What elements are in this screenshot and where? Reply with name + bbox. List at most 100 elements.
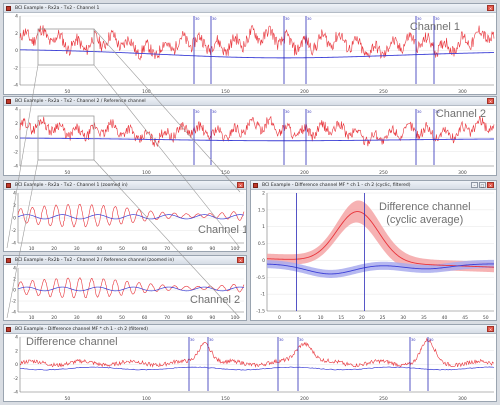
x-tick-label: 200 [300,89,309,94]
y-tick-label: 2 [15,121,18,127]
difference-channel-chart: 4 2 0 -2 -4 50 100 150 200 250 300 30 30 30 30 30 30 [14,335,495,401]
channel-1-window: BCI Example - Rx2a - Tx2 - Channel 1 × 4… [3,3,497,95]
y-tick-label: -4 [14,390,19,396]
y-tick-label: -2 [14,65,19,71]
cyclic-overlay-line-1: Difference channel [379,201,471,213]
x-tick-label: 10 [318,315,324,320]
x-tick-label: 40 [96,246,102,251]
channel-2-zoom-titlebar[interactable]: BCI Example - Rx2b - Tx2 - Channel 2 / R… [4,256,246,265]
x-tick-label: 250 [379,89,388,94]
close-button[interactable]: × [487,98,494,104]
y-tick-label: 0 [13,288,16,294]
channel-2-zoom-chart: 420-2-410 20 30 40 50 60 70 80 90 100 [12,266,245,320]
event-marker-label: 30 [411,338,415,342]
close-button[interactable]: × [487,5,494,11]
y-tick-label: 2 [15,348,18,354]
y-tick-label: 4 [15,14,18,20]
x-tick-label: 250 [379,396,388,401]
close-button[interactable]: × [237,182,244,188]
x-tick-label: 50 [119,246,125,251]
red-signal-trace [19,337,495,368]
x-tick-label: 0 [278,315,281,320]
y-tick-label: 4 [13,266,16,272]
app-icon [6,183,11,188]
x-tick-label: 150 [221,396,230,401]
x-tick-label: 60 [142,246,148,251]
x-tick-label: 100 [231,246,240,251]
x-tick-label: 20 [51,315,57,320]
x-tick-label: 100 [142,396,151,401]
window-title: BCI Example - Rx2b - Tx2 - Channel 2 / R… [15,258,175,263]
app-icon [6,6,11,11]
cyclic-overlay-label: Difference channel (cyclic average) [379,201,471,227]
cyclic-average-plot[interactable]: 2 1.5 1 0.5 0 -0.5 -1 -1.5 0 5 10 15 20 25 30 35 40 45 50 [253,191,496,320]
channel-1-titlebar[interactable]: BCI Example - Rx2a - Tx2 - Channel 1 × [4,4,496,13]
x-tick-label: 10 [29,246,35,251]
y-tick-label: -1.5 [256,309,265,315]
y-tick-label: 2 [15,31,18,37]
app-icon [6,327,11,332]
difference-channel-titlebar[interactable]: BCI Example - Difference channel MF * ch… [4,325,496,334]
difference-channel-plot[interactable]: 4 2 0 -2 -4 50 100 150 200 250 300 30 30 30 30 30 30 [6,335,496,401]
channel-2-zoom-plot[interactable]: 4 2 0 -2 -4 10 20 30 40 50 60 70 80 90 100 [6,266,246,320]
x-tick-label: 300 [458,89,467,94]
x-tick-label: 40 [96,315,102,320]
x-tick-label: 300 [458,396,467,401]
y-tick-label: 2 [13,277,16,283]
x-tick-label: 50 [65,89,71,94]
cyclic-average-window: BCI Example - Difference channel MF * ch… [250,180,497,321]
x-tick-label: 30 [74,315,80,320]
x-tick-label: 50 [65,170,71,175]
window-title: BCI Example - Rx2a - Tx2 - Channel 1 (zo… [15,183,128,188]
event-marker-label: 30 [417,17,421,21]
app-icon [6,99,11,104]
y-tick-label: 2 [13,203,16,209]
event-marker-label: 30 [299,338,303,342]
x-tick-label: 250 [379,170,388,175]
event-marker-label: 30 [195,110,199,114]
y-tick-label: 0 [15,362,18,368]
close-button[interactable]: × [487,182,494,188]
channel-1-zoom-plot[interactable]: 4 2 0 -2 -4 10 20 30 40 50 60 70 80 90 100 [6,191,246,251]
blue-signal-trace [19,49,495,59]
maximize-button[interactable]: □ [479,182,486,188]
channel-2-plot[interactable]: 4 2 0 -2 -4 50 100 150 200 250 300 30 30 30 30 30 30 [6,107,496,175]
event-marker-label: 30 [435,110,439,114]
y-tick-label: 0 [262,258,265,264]
x-tick-label: 150 [221,170,230,175]
cyclic-average-titlebar[interactable]: BCI Example - Difference channel MF * ch… [251,181,496,190]
y-tick-label: -2 [14,149,19,155]
event-marker-label: 30 [307,110,311,114]
event-marker-label: 30 [279,338,283,342]
close-button[interactable]: × [487,326,494,332]
channel-1-zoom-overlay-label: Channel 1 [198,224,247,236]
x-tick-label: 200 [300,170,309,175]
event-marker-label: 30 [429,338,433,342]
channel-1-zoom-titlebar[interactable]: BCI Example - Rx2a - Tx2 - Channel 1 (zo… [4,181,246,190]
x-tick-label: 20 [51,246,57,251]
x-tick-label: 50 [119,315,125,320]
x-tick-label: 70 [164,315,170,320]
x-tick-label: 300 [458,170,467,175]
channel-2-titlebar[interactable]: BCI Example - Rx2a - Tx2 - Channel 2 / R… [4,97,496,106]
x-tick-label: 10 [29,315,35,320]
y-tick-label: -4 [14,164,19,170]
y-tick-label: -1 [261,292,266,298]
x-tick-label: 90 [209,315,215,320]
y-tick-label: -2 [12,228,17,234]
minimize-button[interactable]: – [471,182,478,188]
x-tick-label: 40 [442,315,448,320]
x-tick-label: 100 [231,315,240,320]
y-tick-label: -4 [12,310,17,316]
app-icon [6,258,11,263]
event-marker-label: 30 [190,338,194,342]
y-tick-label: -0.5 [256,275,265,281]
y-tick-label: 1 [262,224,265,230]
y-tick-label: 1.5 [258,207,265,213]
x-tick-label: 100 [142,170,151,175]
x-tick-label: 25 [380,315,386,320]
event-marker-label: 30 [417,110,421,114]
red-confidence-band [267,200,494,273]
cyclic-overlay-line-2: (cyclic average) [386,214,464,226]
close-button[interactable]: × [237,257,244,263]
